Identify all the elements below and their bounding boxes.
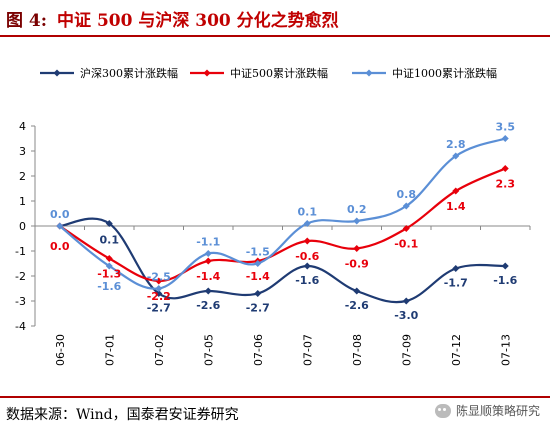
series-marker-1: [501, 262, 509, 270]
data-label-2: -1.4: [196, 270, 220, 283]
legend-label-1: 沪深300累计涨跌幅: [80, 66, 178, 80]
data-label-3: -1.5: [246, 246, 270, 259]
x-tick-label: 07-07: [301, 334, 314, 366]
series-marker-3: [303, 220, 311, 227]
x-tick-label: 07-08: [351, 334, 364, 366]
series-marker-2: [402, 225, 410, 232]
y-tick-label: -2: [15, 270, 26, 283]
series-marker-2: [105, 255, 113, 262]
data-label-1: -1.6: [493, 274, 517, 287]
series-marker-3: [254, 260, 262, 267]
data-label-2: 0.0: [50, 240, 70, 253]
series-marker-1: [254, 290, 262, 297]
data-label-3: -1.6: [97, 280, 121, 293]
title-rule: [0, 35, 550, 37]
series-marker-2: [204, 257, 212, 265]
figure-label: 图 4:: [6, 10, 48, 31]
wechat-icon: [434, 403, 451, 418]
x-tick-label: 06-30: [54, 334, 67, 366]
data-label-3: 0.1: [298, 206, 318, 219]
data-label-3: 0.0: [50, 208, 70, 221]
data-label-2: -0.6: [295, 250, 319, 263]
legend-label-3: 中证1000累计涨跌幅: [392, 66, 497, 80]
legend-marker-1: [53, 69, 61, 77]
x-tick-label: 07-12: [450, 334, 463, 366]
chart-title: 图 4: 中证 500 与沪深 300 分化之势愈烈: [6, 4, 339, 32]
series-marker-3: [56, 222, 64, 230]
data-label-2: -2.2: [147, 290, 171, 303]
series-marker-3: [402, 202, 410, 210]
data-label-1: -2.6: [196, 299, 220, 312]
data-label-2: -0.1: [394, 238, 418, 251]
x-tick-label: 07-09: [400, 334, 413, 366]
data-label-2: 2.3: [496, 178, 516, 191]
y-tick-label: -3: [15, 295, 26, 308]
series-marker-1: [303, 262, 311, 270]
data-label-1: -2.7: [246, 302, 270, 315]
y-tick-label: -1: [15, 245, 26, 258]
x-tick-label: 07-13: [499, 334, 512, 366]
series-marker-3: [501, 135, 509, 142]
data-label-3: -2.5: [147, 271, 171, 284]
series-marker-3: [155, 285, 163, 292]
series-marker-3: [452, 152, 460, 160]
series-marker-3: [105, 262, 113, 270]
legend-marker-2: [203, 69, 211, 77]
series-marker-2: [452, 187, 460, 195]
data-label-2: -1.4: [246, 270, 270, 283]
series-marker-2: [155, 277, 163, 285]
data-label-3: 3.5: [496, 121, 516, 134]
x-tick-label: 07-01: [103, 334, 116, 366]
data-label-1: -1.7: [444, 277, 468, 290]
watermark-text: 陈显顺策略研究: [455, 404, 540, 418]
data-label-3: 0.8: [397, 188, 417, 201]
series-marker-1: [353, 287, 361, 295]
data-label-3: -1.1: [196, 236, 220, 249]
watermark: 陈显顺策略研究: [434, 402, 540, 419]
line-chart: 4 3 2 1 0 -1 -2 -3 -4 06-30 07-01 07-02 07-05 07-06 07…: [15, 66, 531, 366]
series-marker-2: [303, 237, 311, 245]
footer-rule: [0, 396, 550, 398]
series-marker-3: [353, 217, 361, 225]
legend-label-2: 中证500累计涨跌幅: [230, 66, 328, 80]
series-marker-1: [155, 290, 163, 297]
y-tick-label: 1: [19, 195, 26, 208]
series-marker-1: [402, 297, 410, 305]
series-marker-1: [105, 220, 113, 227]
data-label-2: 1.4: [446, 200, 466, 213]
x-tick-label: 07-06: [252, 334, 265, 366]
y-tick-label: -4: [15, 320, 26, 333]
data-label-1: -3.0: [394, 309, 418, 322]
data-label-1: -2.6: [345, 299, 369, 312]
y-tick-label: 3: [19, 145, 26, 158]
data-label-2: -0.9: [345, 258, 369, 271]
series-line-2: [59, 167, 506, 283]
legend-marker-3: [365, 69, 373, 77]
data-label-2: -1.3: [97, 268, 121, 281]
series-marker-2: [501, 165, 509, 172]
source-note: 数据来源：Wind，国泰君安证券研究: [6, 407, 239, 423]
series-marker-1: [452, 265, 460, 272]
series-marker-2: [353, 245, 361, 252]
data-label-1: 0.1: [100, 234, 120, 247]
data-label-3: 2.8: [446, 138, 466, 151]
data-label-1: -2.7: [147, 302, 171, 315]
series-marker-3: [204, 250, 212, 257]
data-label-3: 0.2: [347, 203, 367, 216]
series-line-1: [59, 217, 506, 304]
series-marker-1: [204, 287, 212, 295]
figure-title: 中证 500 与沪深 300 分化之势愈烈: [57, 10, 339, 31]
series-line-3: [59, 137, 506, 290]
y-tick-label: 4: [19, 120, 26, 133]
x-tick-label: 07-05: [202, 334, 215, 366]
y-tick-label: 2: [19, 170, 26, 183]
data-label-1: -1.6: [295, 274, 319, 287]
y-tick-label: 0: [19, 220, 26, 233]
x-tick-label: 07-02: [153, 334, 166, 366]
